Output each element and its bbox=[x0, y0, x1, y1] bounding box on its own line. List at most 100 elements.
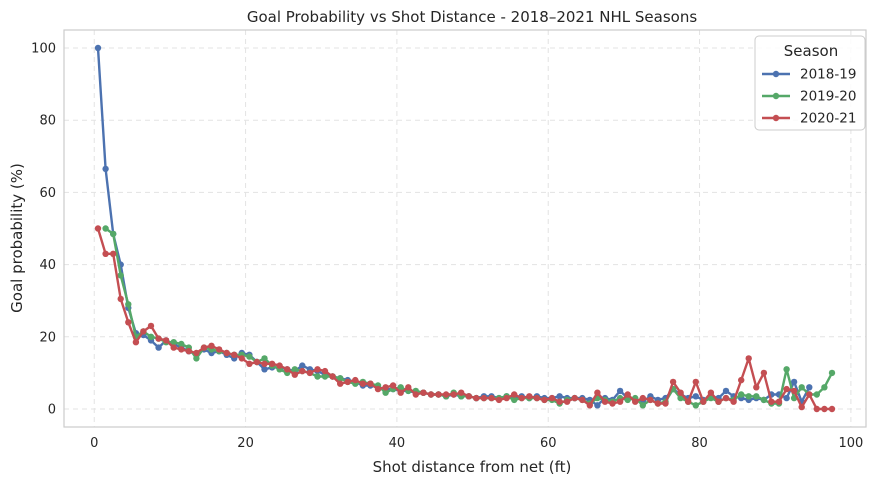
data-point bbox=[715, 398, 722, 405]
data-point bbox=[692, 393, 699, 400]
data-point bbox=[692, 402, 699, 409]
data-point bbox=[306, 369, 314, 377]
data-point bbox=[745, 393, 752, 400]
data-point bbox=[110, 230, 117, 238]
data-point bbox=[284, 366, 291, 373]
y-tick-label: 100 bbox=[31, 42, 56, 57]
data-point bbox=[117, 295, 124, 303]
data-point bbox=[200, 344, 208, 351]
data-point bbox=[238, 355, 245, 362]
data-point bbox=[806, 384, 813, 391]
data-point bbox=[692, 378, 699, 386]
data-point bbox=[314, 373, 321, 380]
data-point bbox=[722, 387, 730, 395]
x-tick-label: 40 bbox=[389, 436, 406, 451]
data-point bbox=[556, 393, 563, 400]
x-tick-label: 100 bbox=[838, 436, 863, 451]
data-point bbox=[594, 389, 601, 396]
tick-labels: 0 20 40 60 80 100 0 20 40 60 80 100 bbox=[31, 42, 863, 451]
data-point bbox=[276, 362, 283, 369]
data-point bbox=[435, 391, 442, 398]
data-point bbox=[450, 391, 457, 398]
data-point bbox=[745, 355, 752, 362]
data-point bbox=[420, 389, 427, 396]
data-point bbox=[798, 403, 805, 411]
data-point bbox=[768, 398, 775, 405]
data-point bbox=[503, 394, 510, 402]
legend-marker bbox=[772, 92, 780, 100]
legend-label: 2018-19 bbox=[800, 67, 856, 83]
data-point bbox=[321, 373, 329, 380]
legend-item: 2018-19 bbox=[762, 67, 856, 83]
data-point bbox=[798, 384, 805, 391]
data-point bbox=[291, 371, 298, 378]
data-point bbox=[707, 389, 715, 396]
data-point bbox=[344, 378, 351, 386]
data-point bbox=[556, 398, 563, 405]
data-point bbox=[821, 405, 828, 413]
data-point bbox=[397, 389, 404, 396]
data-point bbox=[352, 376, 359, 384]
data-point bbox=[571, 394, 578, 402]
data-point bbox=[563, 398, 571, 405]
data-point bbox=[185, 348, 192, 355]
data-point bbox=[314, 366, 321, 373]
data-point bbox=[329, 373, 336, 380]
data-point bbox=[828, 369, 836, 377]
y-tick-label: 20 bbox=[39, 330, 56, 345]
data-point bbox=[775, 398, 783, 405]
y-axis-label: Goal probability (%) bbox=[8, 163, 26, 313]
data-point bbox=[541, 396, 548, 404]
legend-label: 2019-20 bbox=[800, 89, 856, 105]
data-point bbox=[140, 328, 147, 335]
data-point bbox=[707, 394, 715, 402]
data-point bbox=[783, 394, 790, 402]
data-point bbox=[389, 382, 397, 389]
data-point bbox=[473, 394, 480, 402]
data-point bbox=[533, 394, 541, 402]
data-point bbox=[231, 351, 238, 358]
data-point bbox=[616, 398, 624, 405]
data-point bbox=[291, 366, 298, 373]
data-point bbox=[246, 360, 253, 367]
data-point bbox=[102, 225, 109, 232]
data-point bbox=[102, 250, 109, 257]
legend-marker bbox=[772, 114, 780, 122]
series-2020-21 bbox=[94, 225, 836, 413]
data-point bbox=[579, 396, 586, 404]
data-point bbox=[738, 376, 745, 384]
legend-items: 2018-19 2019-20 2020-21 bbox=[762, 67, 856, 127]
data-point bbox=[783, 385, 790, 393]
data-point bbox=[261, 366, 268, 373]
data-point bbox=[790, 378, 798, 386]
data-point bbox=[299, 362, 306, 369]
data-point bbox=[337, 375, 344, 382]
data-point bbox=[170, 344, 177, 351]
data-point bbox=[738, 391, 745, 398]
data-point bbox=[760, 369, 768, 377]
data-point bbox=[374, 385, 382, 393]
data-point bbox=[397, 384, 404, 391]
data-point bbox=[178, 340, 185, 348]
data-point bbox=[458, 389, 465, 396]
data-point bbox=[442, 391, 450, 398]
data-point bbox=[813, 391, 820, 398]
data-point bbox=[722, 394, 730, 402]
data-point bbox=[382, 389, 389, 396]
data-point bbox=[760, 396, 768, 404]
data-point bbox=[170, 339, 177, 346]
data-point bbox=[647, 396, 654, 404]
data-point bbox=[806, 391, 813, 398]
data-point bbox=[639, 402, 646, 409]
x-axis-label: Shot distance from net (ft) bbox=[373, 458, 572, 476]
data-point bbox=[162, 337, 170, 344]
grid-lines bbox=[64, 30, 866, 427]
legend-marker bbox=[772, 70, 780, 78]
data-point bbox=[94, 44, 102, 52]
data-point bbox=[677, 394, 684, 402]
data-point bbox=[594, 402, 601, 409]
data-point bbox=[405, 384, 412, 391]
data-point bbox=[790, 387, 798, 395]
legend-box bbox=[754, 35, 866, 131]
